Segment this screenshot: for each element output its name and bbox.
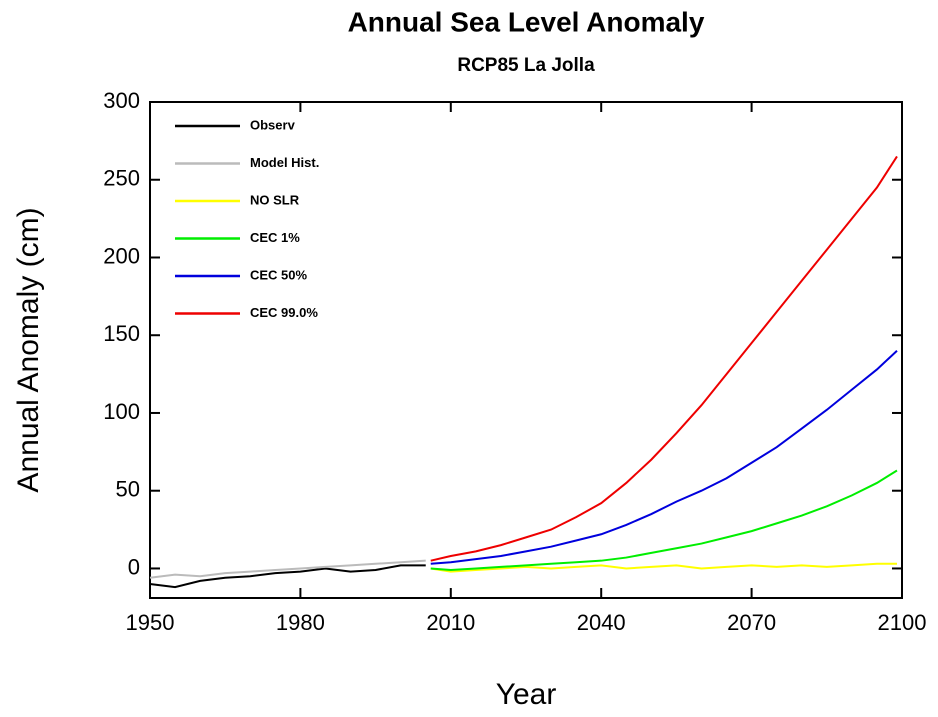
x-tick-label: 1980 [276,610,325,635]
legend-label: CEC 99.0% [250,305,318,320]
y-tick-label: 150 [103,321,140,346]
x-tick-label: 1950 [126,610,175,635]
x-tick-label: 2070 [727,610,776,635]
y-tick-label: 50 [116,477,140,502]
legend-label: Observ [250,117,296,132]
legend-label: NO SLR [250,192,300,207]
legend-label: CEC 1% [250,230,300,245]
x-tick-label: 2010 [426,610,475,635]
x-tick-label: 2040 [577,610,626,635]
series-line [149,564,426,589]
series-line [430,469,898,572]
chart-subtitle: RCP85 La Jolla [457,55,595,76]
y-tick-label: 300 [103,88,140,113]
series-line [430,562,897,573]
series-line [430,350,898,565]
series-line [430,155,898,562]
x-axis-label: Year [496,678,557,711]
chart-title: Annual Sea Level Anomaly [348,6,705,37]
y-tick-label: 250 [103,166,140,191]
y-tick-label: 0 [128,554,140,579]
x-tick-label: 2100 [878,610,927,635]
y-tick-label: 100 [103,399,140,424]
plot-frame [149,101,903,599]
legend-label: Model Hist. [250,155,319,170]
y-axis-label: Annual Anomaly (cm) [12,207,45,492]
series-line [149,559,426,579]
y-tick-label: 200 [103,243,140,268]
legend-label: CEC 50% [250,267,308,282]
